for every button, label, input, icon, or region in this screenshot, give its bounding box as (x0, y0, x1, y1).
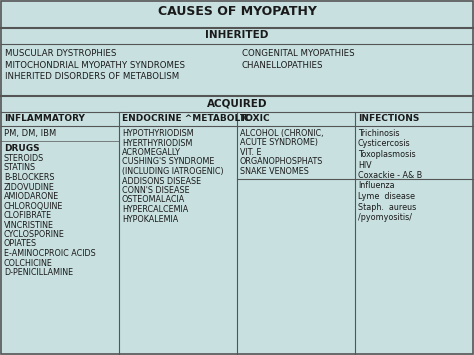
Text: COLCHICINE: COLCHICINE (4, 258, 53, 268)
Text: Toxoplasmosis: Toxoplasmosis (358, 150, 416, 159)
Text: HYPOKALEMIA: HYPOKALEMIA (122, 214, 178, 224)
Text: DRUGS: DRUGS (4, 144, 40, 153)
Text: CONN'S DISEASE: CONN'S DISEASE (122, 186, 190, 195)
Text: HIV: HIV (358, 160, 372, 169)
Text: SNAKE VENOMES: SNAKE VENOMES (240, 167, 309, 176)
Text: CAUSES OF MYOPATHY: CAUSES OF MYOPATHY (157, 5, 317, 18)
Text: Cysticercosis: Cysticercosis (358, 140, 410, 148)
Text: CUSHING'S SYNDROME: CUSHING'S SYNDROME (122, 158, 214, 166)
Text: HYPOTHYRIODISM: HYPOTHYRIODISM (122, 129, 193, 138)
Text: CHANELLOPATHIES: CHANELLOPATHIES (242, 60, 323, 70)
Text: VINCRISTINE: VINCRISTINE (4, 220, 54, 229)
Text: CHLOROQUINE: CHLOROQUINE (4, 202, 64, 211)
Text: TOXIC: TOXIC (240, 114, 271, 123)
Text: D-PENICILLAMINE: D-PENICILLAMINE (4, 268, 73, 277)
Text: Staph.  aureus: Staph. aureus (358, 202, 416, 212)
Text: ZIDOVUDINE: ZIDOVUDINE (4, 182, 55, 191)
Text: PM, DM, IBM: PM, DM, IBM (4, 129, 56, 138)
Text: CONGENITAL MYOPATHIES: CONGENITAL MYOPATHIES (242, 49, 355, 58)
Text: E-AMINOCPROIC ACIDS: E-AMINOCPROIC ACIDS (4, 249, 96, 258)
Text: HYERTHYRIODISM: HYERTHYRIODISM (122, 138, 192, 147)
Text: VIT. E: VIT. E (240, 148, 262, 157)
Text: B-BLOCKERS: B-BLOCKERS (4, 173, 55, 182)
Text: CYCLOSPORINE: CYCLOSPORINE (4, 230, 65, 239)
Text: ACUTE SYNDROME): ACUTE SYNDROME) (240, 138, 318, 147)
Text: HYPERCALCEMIA: HYPERCALCEMIA (122, 205, 188, 214)
Text: MUSCULAR DYSTROPHIES: MUSCULAR DYSTROPHIES (5, 49, 117, 58)
Text: ADDISONS DISEASE: ADDISONS DISEASE (122, 176, 201, 186)
Text: Trichinosis: Trichinosis (358, 129, 400, 138)
Text: Influenza: Influenza (358, 181, 395, 191)
Text: Coxackie - A& B: Coxackie - A& B (358, 171, 422, 180)
Text: ENDOCRINE ^METABOLIC: ENDOCRINE ^METABOLIC (122, 114, 250, 123)
Text: AMIODARONE: AMIODARONE (4, 192, 59, 201)
Text: ACQUIRED: ACQUIRED (207, 98, 267, 108)
Text: (INCLUDING IATROGENIC): (INCLUDING IATROGENIC) (122, 167, 224, 176)
Text: OSTEOMALACIA: OSTEOMALACIA (122, 196, 185, 204)
Text: STEROIDS: STEROIDS (4, 154, 44, 163)
Text: INFECTIONS: INFECTIONS (358, 114, 419, 123)
Text: Lyme  disease: Lyme disease (358, 192, 415, 201)
Text: OPIATES: OPIATES (4, 240, 37, 248)
Text: CLOFIBRATE: CLOFIBRATE (4, 211, 52, 220)
Text: ORGANOPHOSPHATS: ORGANOPHOSPHATS (240, 158, 323, 166)
Text: MITOCHONDRIAL MYOPATHY SYNDROMES: MITOCHONDRIAL MYOPATHY SYNDROMES (5, 60, 185, 70)
Text: INHERITED DISORDERS OF METABOLISM: INHERITED DISORDERS OF METABOLISM (5, 72, 179, 81)
Text: STATINS: STATINS (4, 164, 36, 173)
Text: INHERITED: INHERITED (205, 30, 269, 40)
Text: INFLAMMATORY: INFLAMMATORY (4, 114, 85, 123)
Text: /pyomyositis/: /pyomyositis/ (358, 213, 412, 222)
Text: ALCOHOL (CHRONIC,: ALCOHOL (CHRONIC, (240, 129, 323, 138)
Text: ACROMEGALLY: ACROMEGALLY (122, 148, 181, 157)
